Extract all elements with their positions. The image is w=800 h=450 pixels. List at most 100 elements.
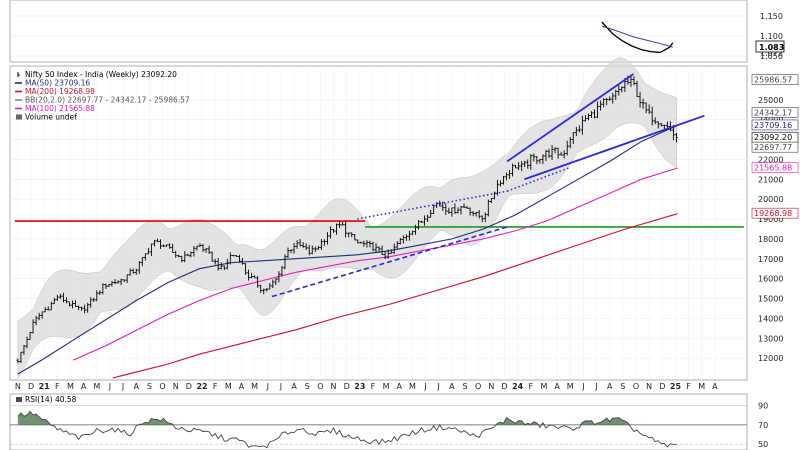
weekly-price-bar bbox=[292, 243, 296, 254]
weekly-price-bar bbox=[83, 304, 87, 314]
weekly-price-bar bbox=[453, 203, 457, 214]
weekly-price-bar bbox=[359, 241, 363, 244]
x-tick-label: A bbox=[81, 382, 87, 391]
price-y-tick-label: 14000 bbox=[758, 314, 783, 323]
weekly-price-bar bbox=[149, 243, 153, 257]
weekly-price-bar bbox=[444, 203, 448, 215]
moving-averages bbox=[17, 124, 678, 379]
weekly-price-bar bbox=[456, 207, 460, 214]
x-tick-label: N bbox=[646, 382, 652, 391]
weekly-price-bar bbox=[240, 257, 244, 265]
price-y-tick-label: 17000 bbox=[758, 255, 783, 264]
ratio-last-tag: 1.083 bbox=[755, 40, 785, 53]
weekly-price-bar bbox=[544, 149, 548, 162]
weekly-price-bar bbox=[486, 199, 490, 217]
x-tick-label: 22 bbox=[196, 382, 207, 391]
x-tick-label: A bbox=[554, 382, 560, 391]
x-tick-label: M bbox=[540, 382, 547, 391]
weekly-price-bar bbox=[234, 255, 238, 257]
weekly-price-bar bbox=[505, 172, 509, 181]
weekly-price-bar bbox=[389, 249, 393, 254]
ratio-series bbox=[601, 21, 674, 54]
weekly-price-bar bbox=[77, 305, 81, 311]
rsi-legend-label: RSI(14) 40.58 bbox=[25, 395, 77, 404]
weekly-price-bar bbox=[356, 239, 360, 244]
x-tick-label: 25 bbox=[670, 382, 682, 391]
x-axis-ticks: N D 21 F M A M J J A S O N D 22 F M A M J J A S O N D 23 F M A M J J A S O N… bbox=[15, 382, 718, 391]
weekly-price-bar bbox=[250, 272, 254, 279]
weekly-price-bar bbox=[559, 151, 563, 156]
weekly-price-bar bbox=[274, 278, 278, 286]
weekly-price-bar bbox=[377, 246, 381, 253]
weekly-price-bar bbox=[526, 159, 530, 169]
weekly-price-bar bbox=[162, 244, 166, 247]
weekly-price-bar bbox=[155, 238, 159, 243]
weekly-price-bar bbox=[583, 115, 587, 122]
weekly-price-bar bbox=[52, 297, 56, 305]
rsi-y-tick-label: 90 bbox=[758, 402, 768, 411]
weekly-price-bar bbox=[653, 117, 657, 125]
weekly-price-bar bbox=[426, 214, 430, 223]
weekly-price-bar bbox=[289, 249, 293, 254]
weekly-price-bar bbox=[143, 253, 147, 261]
x-tick-label: S bbox=[147, 382, 152, 391]
price-tag-label: 24342.17 bbox=[754, 108, 792, 117]
x-tick-label: D bbox=[501, 382, 507, 391]
x-tick-label: M bbox=[383, 382, 390, 391]
ratio-second-tag: 1.072 bbox=[760, 49, 783, 58]
weekly-price-bar bbox=[104, 283, 108, 289]
weekly-price-bar bbox=[413, 224, 417, 235]
weekly-price-bar bbox=[225, 258, 229, 270]
rsi-legend: RSI(14) 40.58 bbox=[16, 395, 77, 404]
weekly-price-bar bbox=[31, 319, 35, 334]
weekly-price-bar bbox=[128, 268, 132, 276]
weekly-price-bar bbox=[189, 251, 193, 258]
weekly-price-bar bbox=[574, 126, 578, 137]
x-tick-label: M bbox=[698, 382, 705, 391]
weekly-price-bar bbox=[37, 312, 41, 321]
ratio-y-tick-label: 1.150 bbox=[760, 12, 783, 21]
price-tag-label: 23092.20 bbox=[754, 133, 792, 142]
weekly-price-bar bbox=[568, 137, 572, 149]
price-y-tick-label: 15000 bbox=[758, 295, 783, 304]
weekly-price-bar bbox=[596, 101, 600, 119]
x-tick-label: M bbox=[251, 382, 258, 391]
weekly-price-bar bbox=[277, 271, 281, 283]
price-y-tick-label: 12000 bbox=[758, 354, 783, 363]
weekly-price-bar bbox=[383, 251, 387, 260]
weekly-price-bar bbox=[219, 262, 223, 270]
x-tick-label: F bbox=[686, 382, 691, 391]
weekly-price-bar bbox=[380, 245, 384, 256]
weekly-price-bar bbox=[553, 147, 557, 154]
price-tag: 21565.88 bbox=[751, 162, 799, 173]
price-tag-box bbox=[751, 107, 799, 118]
weekly-price-bar bbox=[523, 160, 527, 168]
price-y-tick-label: 13000 bbox=[758, 334, 783, 343]
weekly-price-bar bbox=[49, 301, 53, 311]
price-tag: 22697.77 bbox=[751, 141, 799, 153]
weekly-price-bar bbox=[620, 86, 624, 93]
weekly-price-bar bbox=[465, 206, 469, 209]
x-tick-label: N bbox=[488, 382, 494, 391]
x-tick-label: J bbox=[423, 382, 426, 391]
weekly-price-bar bbox=[207, 245, 211, 254]
weekly-price-bar bbox=[247, 269, 251, 281]
weekly-price-bar bbox=[659, 122, 663, 127]
weekly-price-bar bbox=[313, 246, 317, 252]
weekly-price-bar bbox=[605, 98, 609, 106]
weekly-price-bar bbox=[501, 175, 505, 185]
weekly-price-bar bbox=[617, 85, 621, 96]
x-tick-label: O bbox=[475, 382, 481, 391]
x-tick-label: A bbox=[239, 382, 245, 391]
price-tag: 23709.16 bbox=[751, 119, 799, 131]
weekly-price-bar bbox=[611, 92, 615, 104]
weekly-price-bar bbox=[301, 242, 305, 248]
weekly-price-bar bbox=[222, 265, 226, 271]
moving-average-line bbox=[72, 167, 678, 361]
x-tick-label: D bbox=[28, 382, 34, 391]
weekly-price-bar bbox=[647, 104, 651, 114]
weekly-price-bar bbox=[374, 243, 378, 254]
weekly-price-bar bbox=[371, 241, 375, 252]
weekly-price-bar bbox=[644, 102, 648, 114]
